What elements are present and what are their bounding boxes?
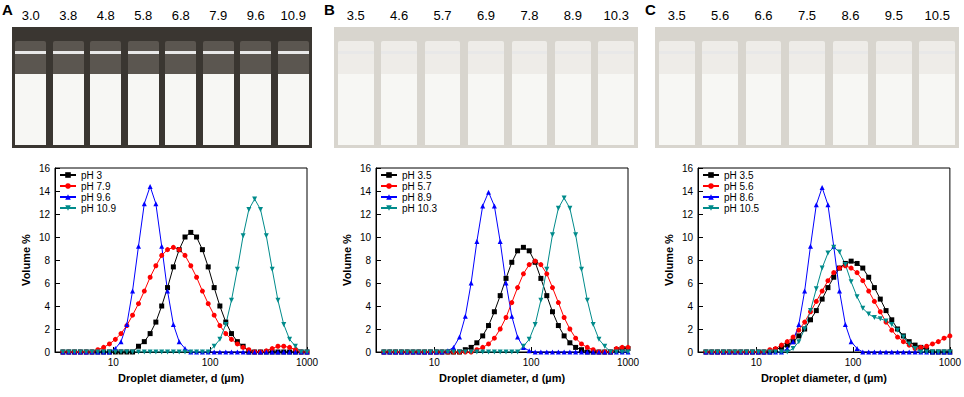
html-text:4.6: 4.6 [390,8,409,23]
html-text:C: C [645,1,656,18]
html-text:8.6: 8.6 [841,8,860,23]
html-text:7.9: 7.9 [209,8,228,23]
svg-text:Volume %: Volume % [663,234,675,286]
svg-text:8: 8 [44,255,50,266]
svg-text:10: 10 [751,357,763,368]
svg-text:12: 12 [682,209,694,220]
svg-text:8: 8 [365,255,371,266]
html-text:3.5: 3.5 [667,8,686,23]
svg-text:1000: 1000 [617,357,640,368]
svg-text:4: 4 [687,301,693,312]
svg-text:8: 8 [687,255,693,266]
html-text:6.9: 6.9 [477,8,495,23]
svg-text:pH 5.7: pH 5.7 [402,181,432,192]
svg-text:0: 0 [365,347,371,358]
html-text:3.5: 3.5 [346,8,365,23]
svg-text:0: 0 [44,347,50,358]
svg-text:pH 3.5: pH 3.5 [724,170,754,181]
svg-text:pH 3: pH 3 [81,170,103,181]
svg-text:4: 4 [44,301,50,312]
svg-text:14: 14 [39,186,51,197]
html-text:3.8: 3.8 [59,8,78,23]
svg-text:pH 8.9: pH 8.9 [402,192,432,203]
svg-text:10: 10 [429,357,441,368]
html-text:10.9: 10.9 [280,8,306,23]
html-text:9.5: 9.5 [884,8,903,23]
html-text:A: A [2,1,13,18]
svg-text:pH 10.3: pH 10.3 [402,203,437,214]
svg-text:10: 10 [108,357,120,368]
svg-text:Volume %: Volume % [341,234,353,286]
svg-text:6: 6 [365,278,371,289]
svg-text:1000: 1000 [939,357,962,368]
html-text:9.6: 9.6 [246,8,265,23]
svg-text:Droplet diameter, d (µm): Droplet diameter, d (µm) [761,372,887,384]
svg-text:Volume %: Volume % [20,234,32,286]
html-text:6.6: 6.6 [754,8,773,23]
svg-text:pH 9.6: pH 9.6 [81,192,111,203]
svg-text:1000: 1000 [296,357,319,368]
html-text:6.8: 6.8 [171,8,190,23]
svg-text:pH 3.5: pH 3.5 [402,170,432,181]
svg-text:100: 100 [202,357,219,368]
svg-text:6: 6 [44,278,50,289]
svg-text:16: 16 [682,163,694,174]
svg-text:100: 100 [523,357,540,368]
svg-text:10: 10 [39,232,51,243]
svg-text:pH 5.6: pH 5.6 [724,181,754,192]
svg-text:14: 14 [360,186,372,197]
svg-text:12: 12 [360,209,372,220]
svg-text:2: 2 [365,324,371,335]
html-text:7.5: 7.5 [798,8,816,23]
svg-text:16: 16 [39,163,51,174]
svg-text:6: 6 [687,278,693,289]
svg-text:pH 10.5: pH 10.5 [724,203,759,214]
svg-text:10: 10 [682,232,694,243]
svg-text:4: 4 [365,301,371,312]
svg-text:0: 0 [687,347,693,358]
html-text:4.8: 4.8 [96,8,115,23]
html-text:B: B [324,1,335,18]
html-text:3.0: 3.0 [21,8,40,23]
svg-text:2: 2 [44,324,50,335]
svg-text:pH 7.9: pH 7.9 [81,181,111,192]
html-text:8.9: 8.9 [563,8,582,23]
html-text:5.8: 5.8 [134,8,153,23]
svg-text:2: 2 [687,324,693,335]
svg-text:pH 10.9: pH 10.9 [81,203,116,214]
html-text:10.3: 10.3 [603,8,629,23]
html-text:5.7: 5.7 [433,8,452,23]
svg-text:12: 12 [39,209,51,220]
svg-text:Droplet diameter, d (µm): Droplet diameter, d (µm) [118,372,244,384]
svg-text:16: 16 [360,163,372,174]
svg-text:14: 14 [682,186,694,197]
svg-text:pH 8.6: pH 8.6 [724,192,754,203]
svg-text:10: 10 [360,232,372,243]
svg-text:100: 100 [845,357,862,368]
html-text:10.5: 10.5 [924,8,950,23]
html-text:7.8: 7.8 [520,8,539,23]
svg-text:Droplet diameter, d (µm): Droplet diameter, d (µm) [439,372,565,384]
html-text:5.6: 5.6 [711,8,730,23]
